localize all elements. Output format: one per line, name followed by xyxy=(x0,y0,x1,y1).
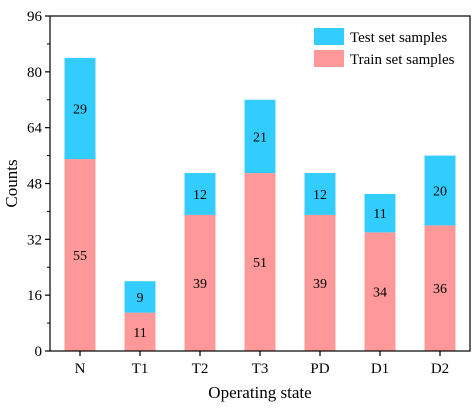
bar-train-d1 xyxy=(364,232,396,351)
bar-test-t1 xyxy=(124,281,156,313)
legend-label-train: Train set samples xyxy=(350,52,455,68)
bar-train-t1 xyxy=(124,312,156,351)
data-label-test-t1: 9 xyxy=(137,291,144,306)
x-axis-title: Operating state xyxy=(208,383,311,402)
bar-test-d1 xyxy=(364,193,396,233)
data-label-test-n: 29 xyxy=(73,102,87,117)
data-labels-layer: 55 29 11 9 39 12 51 21 39 12 34 11 36 20 xyxy=(73,102,447,340)
legend: Test set samples Train set samples xyxy=(314,28,455,68)
y-axis-title: Counts xyxy=(2,159,21,207)
bar-train-t2 xyxy=(184,214,216,351)
data-label-test-t3: 21 xyxy=(253,130,267,145)
axes-layer: N T1 T2 T3 PD D1 D2 0 16 32 48 64 80 96 xyxy=(27,9,449,377)
y-tick-label-32: 32 xyxy=(27,232,42,248)
data-label-train-n: 55 xyxy=(73,249,87,264)
data-label-test-d2: 20 xyxy=(433,184,447,199)
x-tick-label-pd: PD xyxy=(310,361,329,377)
y-tick-label-48: 48 xyxy=(27,177,42,193)
bar-train-d2 xyxy=(424,225,456,351)
x-tick-label-t1: T1 xyxy=(132,361,149,377)
bar-test-t3 xyxy=(244,99,276,174)
data-label-test-t2: 12 xyxy=(193,188,207,203)
bar-train-pd xyxy=(304,214,336,351)
x-tick-label-n: N xyxy=(75,361,86,377)
y-tick-label-80: 80 xyxy=(27,65,42,81)
y-tick-label-16: 16 xyxy=(27,288,43,304)
x-tick-label-t3: T3 xyxy=(252,361,269,377)
x-tick-label-d2: D2 xyxy=(431,361,449,377)
legend-swatch-test xyxy=(314,28,344,45)
legend-swatch-train xyxy=(314,50,344,67)
bar-test-d2 xyxy=(424,155,456,226)
bars-layer xyxy=(64,57,456,351)
bar-test-pd xyxy=(304,173,336,215)
data-label-train-pd: 39 xyxy=(313,277,327,292)
y-tick-label-64: 64 xyxy=(27,121,43,137)
data-label-test-pd: 12 xyxy=(313,188,327,203)
x-tick-label-d1: D1 xyxy=(371,361,389,377)
data-label-train-t3: 51 xyxy=(253,256,267,271)
data-label-test-d1: 11 xyxy=(373,207,386,222)
y-tick-label-96: 96 xyxy=(27,9,43,25)
bar-test-n xyxy=(64,57,96,160)
legend-label-test: Test set samples xyxy=(350,30,447,46)
x-tick-label-t2: T2 xyxy=(192,361,209,377)
data-label-train-t1: 11 xyxy=(133,326,146,341)
data-label-train-d2: 36 xyxy=(433,282,447,297)
y-tick-label-0: 0 xyxy=(35,344,43,360)
bar-train-n xyxy=(64,159,96,351)
data-label-train-t2: 39 xyxy=(193,277,207,292)
bar-train-t3 xyxy=(244,173,276,351)
data-label-train-d1: 34 xyxy=(373,286,387,301)
bar-test-t2 xyxy=(184,173,216,215)
